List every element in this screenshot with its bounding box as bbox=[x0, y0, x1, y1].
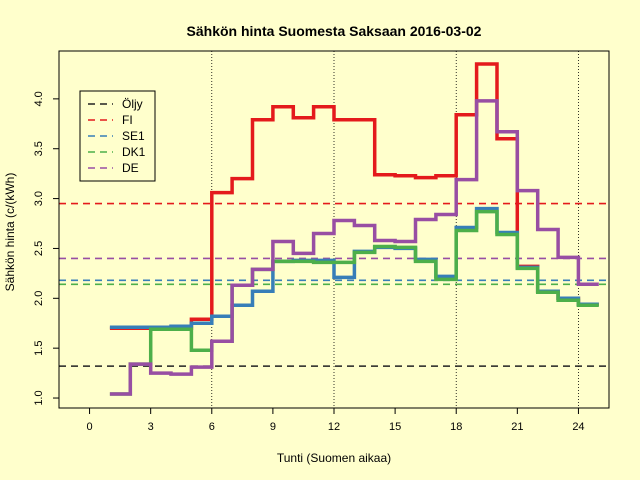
legend-label-de: DE bbox=[122, 161, 139, 175]
y-tick-label-4-0: 4.0 bbox=[33, 91, 45, 106]
x-tick-label-9: 9 bbox=[270, 421, 276, 433]
price-series bbox=[109, 62, 599, 396]
y-axis-title: Sähkön hinta (c/(kWh) bbox=[3, 173, 17, 292]
y-tick-label-1-0: 1.0 bbox=[33, 390, 45, 405]
legend-label-fi: FI bbox=[122, 113, 133, 127]
y-tick-label-3-0: 3.0 bbox=[33, 191, 45, 206]
y-axis: 1.0 1.5 2.0 2.5 3.0 3.5 4.0 bbox=[33, 91, 60, 406]
x-axis: 0 3 6 9 12 15 18 21 24 bbox=[86, 407, 585, 433]
x-tick-label-18: 18 bbox=[450, 421, 462, 433]
vertical-gridlines bbox=[211, 51, 579, 408]
legend-label-dk1: DK1 bbox=[122, 145, 146, 159]
x-tick-label-0: 0 bbox=[86, 421, 92, 433]
y-tick-label-1-5: 1.5 bbox=[33, 341, 45, 356]
x-tick-label-21: 21 bbox=[511, 421, 523, 433]
y-tick-label-2-5: 2.5 bbox=[33, 241, 45, 256]
legend: Öljy FI SE1 DK1 DE bbox=[79, 90, 156, 182]
chart-title: Sähkön hinta Suomesta Saksaan 2016-03-02 bbox=[187, 23, 482, 39]
series-line-dk1 bbox=[109, 209, 599, 396]
series-line-fi bbox=[109, 62, 599, 330]
x-tick-label-15: 15 bbox=[389, 421, 401, 433]
x-tick-label-24: 24 bbox=[572, 421, 584, 433]
x-tick-label-3: 3 bbox=[148, 421, 154, 433]
series-line-de bbox=[109, 99, 599, 396]
legend-label-se1: SE1 bbox=[122, 129, 145, 143]
x-tick-label-6: 6 bbox=[209, 421, 215, 433]
x-axis-title: Tunti (Suomen aikaa) bbox=[277, 451, 391, 465]
y-tick-label-3-5: 3.5 bbox=[33, 141, 45, 156]
x-tick-label-12: 12 bbox=[328, 421, 340, 433]
y-tick-label-2-0: 2.0 bbox=[33, 291, 45, 306]
legend-label-oljy: Öljy bbox=[122, 97, 143, 111]
